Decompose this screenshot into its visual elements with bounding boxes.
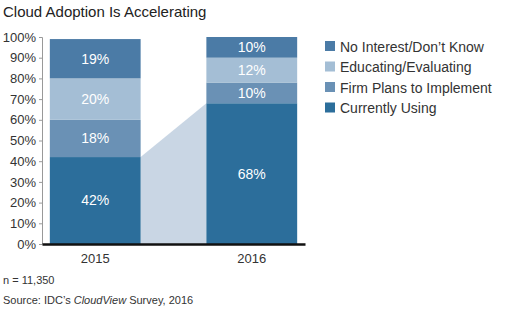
y-tick-mark [39, 78, 42, 79]
y-tick-mark [39, 182, 42, 183]
title: Cloud Adoption Is Accelerating [3, 3, 206, 20]
source-part: Survey, 2016 [126, 294, 193, 306]
growth-connector [141, 103, 207, 244]
legend-label: Firm Plans to Implement [340, 80, 492, 96]
legend-label: Educating/Evaluating [340, 59, 472, 75]
y-tick-mark [39, 141, 42, 142]
y-tick: 40% [10, 154, 42, 169]
bar-segment [206, 103, 297, 244]
x-axis-line [43, 243, 306, 246]
bar-segment [50, 78, 141, 119]
y-tick-label: 20% [10, 195, 36, 210]
x-tick-label: 2015 [81, 251, 110, 266]
bar-segment [50, 39, 141, 78]
y-tick-label: 40% [10, 154, 36, 169]
x-axis: 2015 2016 [43, 244, 306, 266]
y-tick: 90% [10, 50, 42, 65]
y-tick: 50% [10, 133, 42, 148]
data-label: 12% [238, 62, 266, 78]
y-tick: 80% [10, 71, 42, 86]
y-tick: 100% [3, 30, 42, 45]
bar-segment [206, 58, 297, 83]
data-label: 20% [81, 91, 109, 107]
x-tick: 2015 [81, 244, 110, 266]
y-tick-label: 50% [10, 133, 36, 148]
y-tick-label: 100% [3, 30, 37, 45]
bar-segment [50, 157, 141, 244]
y-tick-mark [39, 161, 42, 162]
y-tick: 10% [10, 216, 42, 231]
data-label: 68% [238, 166, 266, 182]
bar-segment [206, 83, 297, 104]
y-tick-label: 90% [10, 50, 36, 65]
source-part: Source: IDC’s [3, 294, 74, 306]
y-axis-line [39, 38, 43, 245]
y-tick-mark [39, 203, 42, 204]
footnotes: n = 11,350 Source: IDC’s CloudView Survey… [3, 274, 193, 306]
x-tick-label: 2016 [237, 251, 266, 266]
legend-swatch [325, 41, 335, 51]
bar-segment [50, 120, 141, 157]
y-axis: 0% 10% 20% 30% 40% 50% 60% 70% 80% 90% 100% [3, 30, 43, 252]
x-tick: 2016 [237, 244, 266, 266]
y-tick-label: 10% [10, 216, 36, 231]
y-tick-mark [39, 99, 42, 100]
data-label: 10% [238, 39, 266, 55]
y-tick-label: 60% [10, 112, 36, 127]
source-part: CloudView [74, 294, 127, 306]
y-tick: 0% [17, 237, 42, 252]
chart: Cloud Adoption Is Accelerating 0% 10% 20% 30… [0, 0, 521, 317]
y-tick-mark [39, 37, 42, 38]
legend-swatch [325, 62, 335, 72]
y-tick-label: 30% [10, 175, 36, 190]
legend-swatch [325, 103, 335, 113]
legend-label: Currently Using [340, 100, 436, 116]
data-label: 42% [81, 192, 109, 208]
y-tick-label: 80% [10, 71, 36, 86]
legend: No Interest/Don’t Know Educating/Evaluati… [325, 39, 492, 117]
source: Source: IDC’s CloudView Survey, 2016 [3, 294, 193, 306]
legend-swatch [325, 82, 335, 92]
y-tick-mark [39, 120, 42, 121]
annotation: n = 11,350 [3, 274, 54, 286]
bar-segment [206, 37, 297, 58]
y-tick-label: 70% [10, 92, 36, 107]
y-tick: 60% [10, 112, 42, 127]
y-tick-mark [39, 244, 42, 245]
y-tick-mark [39, 223, 42, 224]
data-label: 18% [81, 130, 109, 146]
data-label: 10% [238, 85, 266, 101]
y-tick: 20% [10, 195, 42, 210]
data-label: 19% [81, 51, 109, 67]
plot-area [50, 37, 297, 244]
legend-label: No Interest/Don’t Know [340, 39, 485, 55]
data-labels: 42% 68% 18% 10% 20% 12% 19% 10% [81, 39, 266, 208]
y-tick-mark [39, 58, 42, 59]
y-tick-label: 0% [17, 237, 36, 252]
y-tick: 70% [10, 92, 42, 107]
y-tick: 30% [10, 175, 42, 190]
